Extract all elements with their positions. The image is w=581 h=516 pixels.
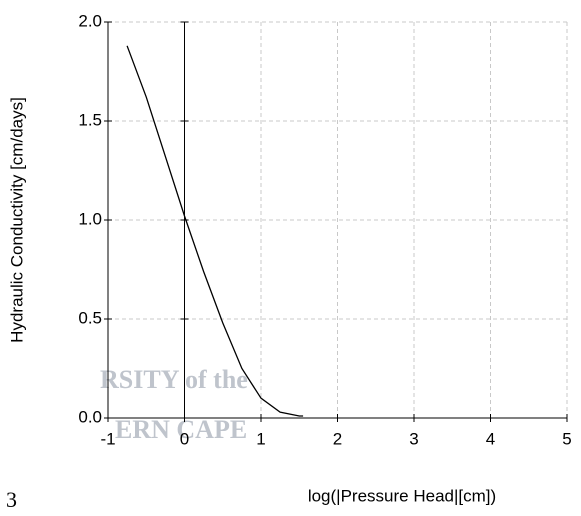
- watermark: RSITY of the: [100, 365, 248, 394]
- x-tick-label: -1: [100, 429, 115, 448]
- y-tick-label: 1.0: [78, 209, 102, 228]
- x-tick-label: 3: [409, 429, 418, 448]
- watermark: ERN CAPE: [115, 415, 247, 444]
- x-tick-label: 5: [562, 429, 571, 448]
- page-number: 3: [6, 487, 17, 512]
- x-tick-label: 2: [333, 429, 342, 448]
- y-tick-label: 0.5: [78, 308, 102, 327]
- x-tick-label: 1: [256, 429, 265, 448]
- x-tick-label: 0: [180, 429, 189, 448]
- x-tick-label: 4: [486, 429, 495, 448]
- y-axis-label: Hydraulic Conductivity [cm/days]: [7, 97, 26, 343]
- y-tick-label: 0.0: [78, 407, 102, 426]
- x-axis-label: log(|Pressure Head|[cm]): [308, 486, 496, 505]
- y-tick-label: 2.0: [78, 11, 102, 30]
- data-line: [126, 45, 304, 417]
- y-tick-label: 1.5: [78, 110, 102, 129]
